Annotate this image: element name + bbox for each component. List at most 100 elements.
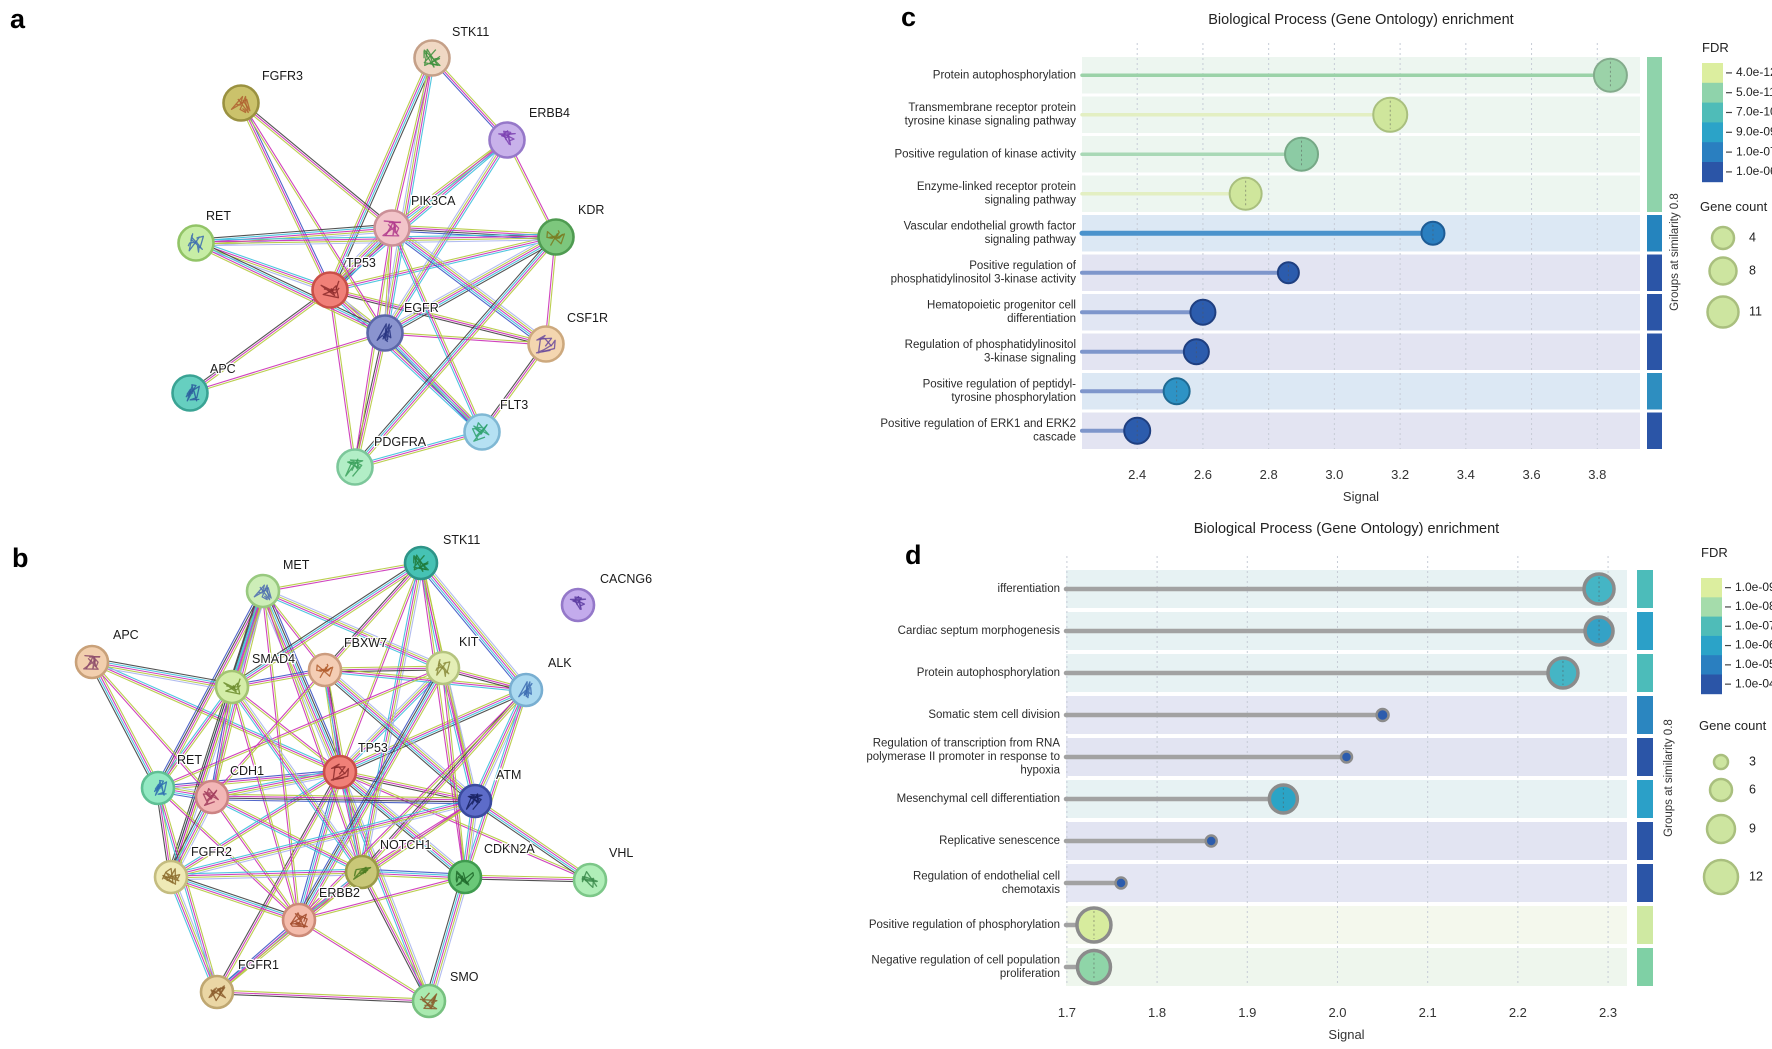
row-band	[1066, 948, 1627, 986]
edge-TP53-FLT3	[327, 291, 481, 435]
edge-CDH1-ERBB2	[212, 796, 301, 920]
gene-count-label: 8	[1749, 263, 1756, 277]
fdr-legend-label: 1.0e-07	[1736, 144, 1772, 158]
edge-EGFR-APC	[189, 331, 385, 393]
node-label-PIK3CA: PIK3CA	[411, 194, 456, 208]
edge-TP53-ALK	[340, 692, 528, 776]
edge-TP53-KIT	[337, 665, 442, 771]
gene-count-label: 4	[1749, 230, 1756, 244]
protein-structure-icon	[154, 779, 165, 796]
edge-KIT-ATM	[445, 667, 479, 801]
edge-ALK-ERBB2	[299, 690, 528, 922]
x-axis-label: Signal	[1343, 489, 1379, 504]
edge-PIK3CA-ERBB4	[392, 141, 509, 230]
edge-EGFR-RET	[195, 243, 385, 335]
lollipop-dot	[1276, 261, 1300, 285]
protein-structure-icon	[353, 866, 369, 880]
group-axis-label: Groups at similarity 0.8	[1663, 719, 1675, 837]
edge-NOTCH1-FGFR2	[170, 870, 362, 877]
x-tick-label: 2.8	[1260, 467, 1278, 482]
edge-EGFR-PDGFRA	[356, 333, 388, 468]
edge-FGFR1-SMO	[216, 993, 429, 1004]
fdr-legend-label: 4.0e-12	[1736, 65, 1772, 79]
edge-STK11-NOTCH1	[362, 563, 423, 873]
edge-SMAD4-APC	[92, 659, 233, 686]
edge-SMAD4-ERBB2	[232, 686, 301, 920]
group-strip-block	[1637, 696, 1653, 734]
edge-EGFR-RET	[194, 245, 385, 337]
protein-structure-icon	[523, 681, 533, 697]
edge-TP53-ALK	[338, 686, 526, 770]
edge-FGFR2-FGFR1	[173, 875, 221, 992]
row-band	[1082, 412, 1640, 449]
edge-CDKN2A-SMO	[430, 877, 468, 1002]
protein-structure-icon	[223, 678, 241, 693]
group-strip-block	[1647, 333, 1662, 370]
x-tick-label: 2.0	[1328, 1005, 1346, 1020]
edge-CDKN2A-VHL	[464, 876, 591, 881]
fdr-legend-label: 1.0e-07	[1735, 618, 1772, 632]
edge-PIK3CA-FLT3	[391, 227, 483, 433]
protein-structure-icon	[581, 875, 598, 883]
group-strip-block	[1637, 570, 1653, 608]
edge-KIT-CDKN2A	[441, 668, 465, 878]
enrichment-chart-d: Biological Process (Gene Ontology) enric…	[866, 521, 1772, 1042]
row-label: Protein autophosphorylation	[917, 667, 1060, 679]
node-SMO	[411, 983, 447, 1019]
edge-ATM-FGFR2	[171, 803, 476, 881]
edge-STK11-SMAD4	[231, 561, 421, 687]
edge-EGFR-APC	[190, 333, 386, 395]
chart-title: Biological Process (Gene Ontology) enric…	[1194, 521, 1499, 537]
gene-count-label: 11	[1749, 304, 1762, 318]
protein-structure-icon	[413, 555, 429, 573]
edge-PIK3CA-STK11	[392, 58, 434, 229]
edge-MET-FGFR2	[166, 589, 260, 877]
gene-count-swatch	[1710, 225, 1736, 251]
gene-count-label: 3	[1749, 754, 1756, 768]
edge-TP53-RET	[157, 769, 340, 787]
group-strip-block	[1647, 412, 1662, 449]
edge-TP53-FGFR3	[240, 102, 331, 291]
edge-PIK3CA-FLT3	[393, 227, 485, 432]
edge-TP53-APC	[91, 661, 341, 773]
edge-ERBB2-FGFR2	[169, 879, 299, 924]
node-label-CACNG6: CACNG6	[600, 572, 652, 586]
edge-STK11-SMAD4	[230, 560, 420, 686]
edge-RET-FGFR1	[159, 787, 220, 992]
edge-ATM-FGFR2	[170, 797, 475, 875]
edge-PIK3CA-STK11	[390, 57, 432, 228]
edge-ALK-NOTCH1	[361, 689, 527, 873]
edge-PIK3CA-CSF1R	[391, 227, 547, 345]
protein-structure-icon	[419, 995, 438, 1010]
edge-ATM-VHL	[474, 801, 590, 882]
edge-CDKN2A-SMO	[428, 876, 466, 1002]
edge-RET-ERBB2	[156, 788, 299, 922]
edge-ERBB2-FGFR1	[217, 921, 301, 994]
edge-FGFR2-FGFR1	[171, 876, 219, 992]
edge-EGFR-STK11	[383, 57, 432, 333]
edge-PIK3CA-RET	[196, 229, 393, 246]
group-strip-block	[1637, 612, 1653, 650]
row-label: chemotaxis	[1002, 884, 1060, 896]
edge-KIT-ERBB2	[298, 667, 444, 921]
edge-RET-FGFR1	[155, 788, 216, 993]
protein-structure-icon	[153, 781, 168, 795]
edge-EGFR-FGFR3	[241, 102, 387, 333]
edge-TP53-FGFR1	[216, 771, 341, 993]
edge-ERBB2-SMO	[298, 920, 429, 1003]
protein-structure-icon	[259, 584, 271, 601]
edge-TP53-RET	[194, 245, 330, 294]
edge-KDR-PDGFRA	[352, 234, 555, 466]
row-label: Regulation of endothelial cell	[913, 870, 1060, 882]
node-label-APC: APC	[113, 628, 139, 642]
x-tick-label: 2.6	[1194, 467, 1212, 482]
edge-STK11-FBXW7	[323, 561, 420, 670]
edge-TP53-KDR	[330, 238, 557, 293]
protein-structure-icon	[188, 233, 205, 252]
row-label: Transmembrane receptor protein	[908, 102, 1076, 114]
edge-EGFR-CSF1R	[385, 331, 547, 344]
edge-APC-RET	[94, 660, 162, 787]
edge-APC-CDH1	[90, 662, 212, 798]
row-label: Mesenchymal cell differentiation	[897, 793, 1060, 805]
